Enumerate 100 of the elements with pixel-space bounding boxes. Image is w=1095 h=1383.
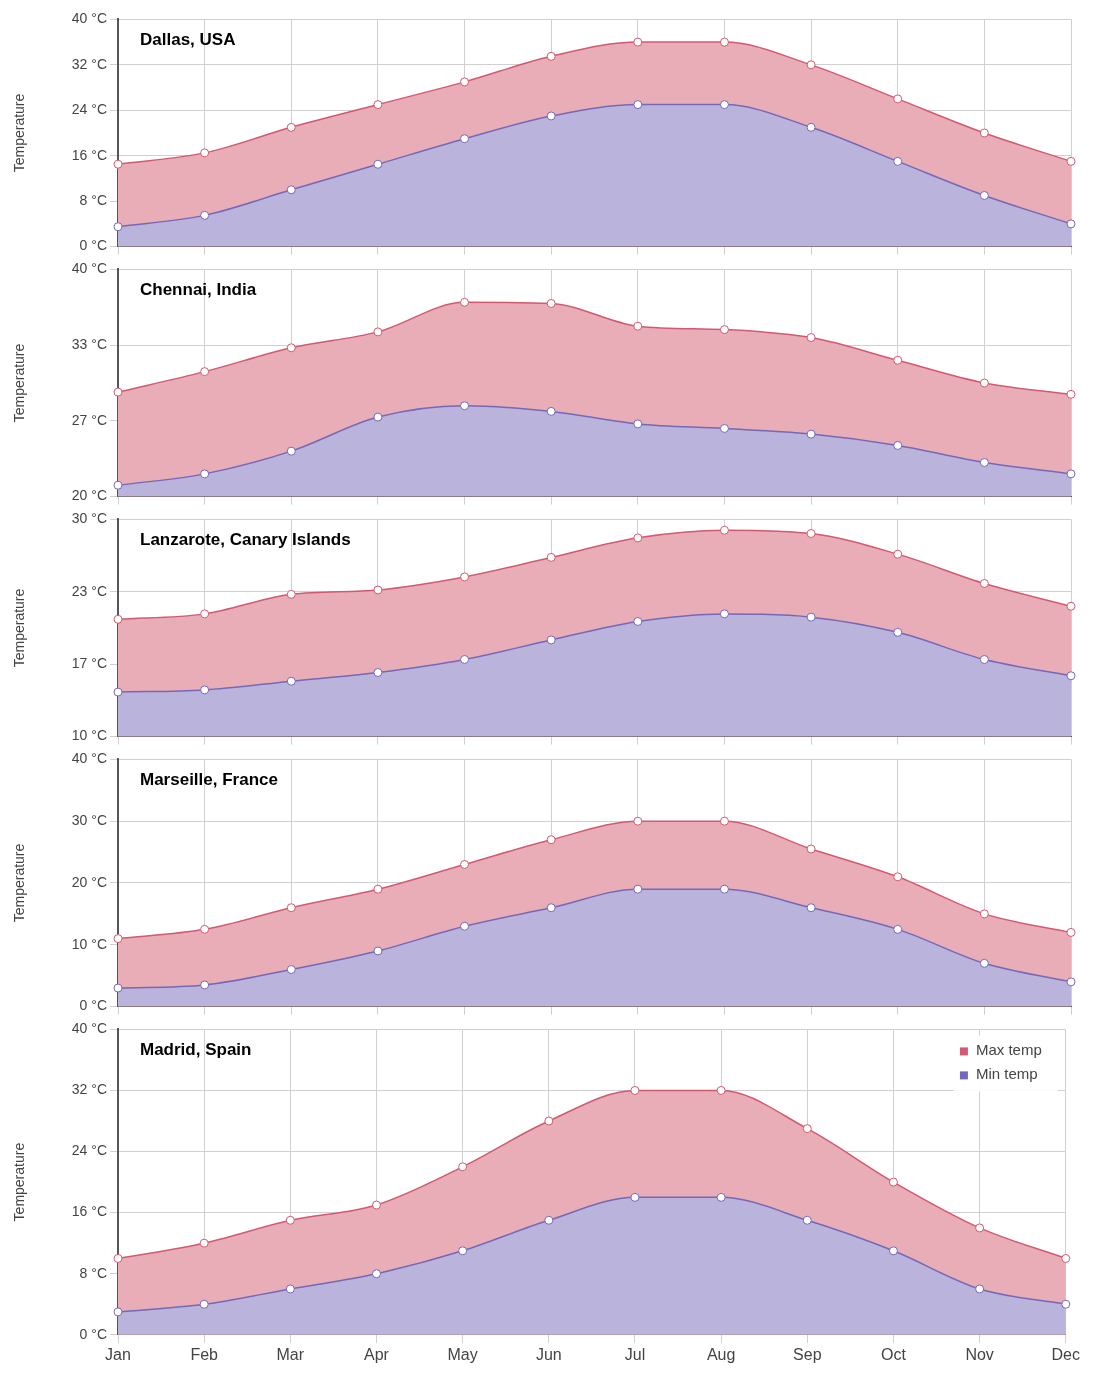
point [546,51,556,61]
point [806,612,816,622]
text: Lanzarote, Canary Islands [140,529,351,549]
point [888,1246,898,1256]
legend-label: Min temp [975,1065,1038,1083]
x-tick-label: Jan [105,1345,131,1363]
y-tick-label: 20 °C [71,487,107,504]
point [460,134,470,144]
point [286,676,296,686]
point [373,585,383,595]
point [633,419,643,429]
y-tick-label: 40 °C [71,10,107,27]
point [113,387,123,397]
point [888,1177,898,1187]
point [893,549,903,559]
point [286,589,296,599]
y-tick-label: 32 °C [71,1081,107,1098]
text: Marseille, France [140,769,278,789]
point [630,1192,640,1202]
point [458,1246,468,1256]
point [1061,1253,1071,1263]
point [544,1215,554,1225]
x-tick-label: Apr [364,1345,390,1363]
point [286,343,296,353]
y-tick-label: 33 °C [71,336,107,353]
point [199,1238,209,1248]
point [113,222,123,232]
point [719,816,729,826]
point [200,924,210,934]
point [200,367,210,377]
y-tick-label: 30 °C [71,812,107,829]
y-tick-label: 10 °C [71,935,107,952]
point [373,946,383,956]
point [893,156,903,166]
point [716,1085,726,1095]
point [802,1215,812,1225]
point [893,872,903,882]
point [975,1284,985,1294]
point [979,378,989,388]
point [802,1124,812,1134]
y-axis-title: Temperature [11,843,28,923]
point [719,100,729,110]
point [719,884,729,894]
point [373,412,383,422]
point [460,859,470,869]
point [113,480,123,490]
y-tick-label: 16 °C [71,1203,107,1220]
point [633,37,643,47]
point [546,635,556,645]
point [200,469,210,479]
point [716,1192,726,1202]
point [371,1269,381,1279]
y-tick-label: 32 °C [71,55,107,72]
point [633,533,643,543]
text: Chennai, India [140,279,257,299]
point [460,401,470,411]
point [199,1299,209,1309]
point [719,525,729,535]
point [979,190,989,200]
y-tick-label: 20 °C [71,873,107,890]
point [200,210,210,220]
point [979,654,989,664]
point [544,1116,554,1126]
y-tick-label: 24 °C [71,1142,107,1159]
point [806,429,816,439]
y-tick-label: 8 °C [79,1264,107,1281]
point [1066,469,1076,479]
point [113,1307,123,1317]
x-tick-label: Mar [276,1345,305,1363]
point [719,37,729,47]
point [979,958,989,968]
y-tick-label: 30 °C [71,510,107,527]
point [1066,671,1076,681]
point [893,440,903,450]
point [633,321,643,331]
x-tick-label: Jul [624,1345,646,1363]
x-tick-label: Oct [881,1345,907,1363]
y-tick-label: 40 °C [71,1020,107,1037]
point [633,816,643,826]
point [373,159,383,169]
point [113,159,123,169]
point [1066,601,1076,611]
point [460,654,470,664]
point [546,298,556,308]
point [200,609,210,619]
y-axis-title: Temperature [11,93,28,173]
point [113,983,123,993]
point [1066,156,1076,166]
point [458,1162,468,1172]
y-axis-title: Temperature [11,1142,28,1222]
point [373,884,383,894]
y-tick-label: 40 °C [71,750,107,767]
point [113,614,123,624]
y-tick-label: 23 °C [71,582,107,599]
point [1066,389,1076,399]
y-axis-title: Temperature [11,343,28,423]
point [546,903,556,913]
y-tick-label: 17 °C [71,655,107,672]
point [113,1253,123,1263]
point [460,921,470,931]
